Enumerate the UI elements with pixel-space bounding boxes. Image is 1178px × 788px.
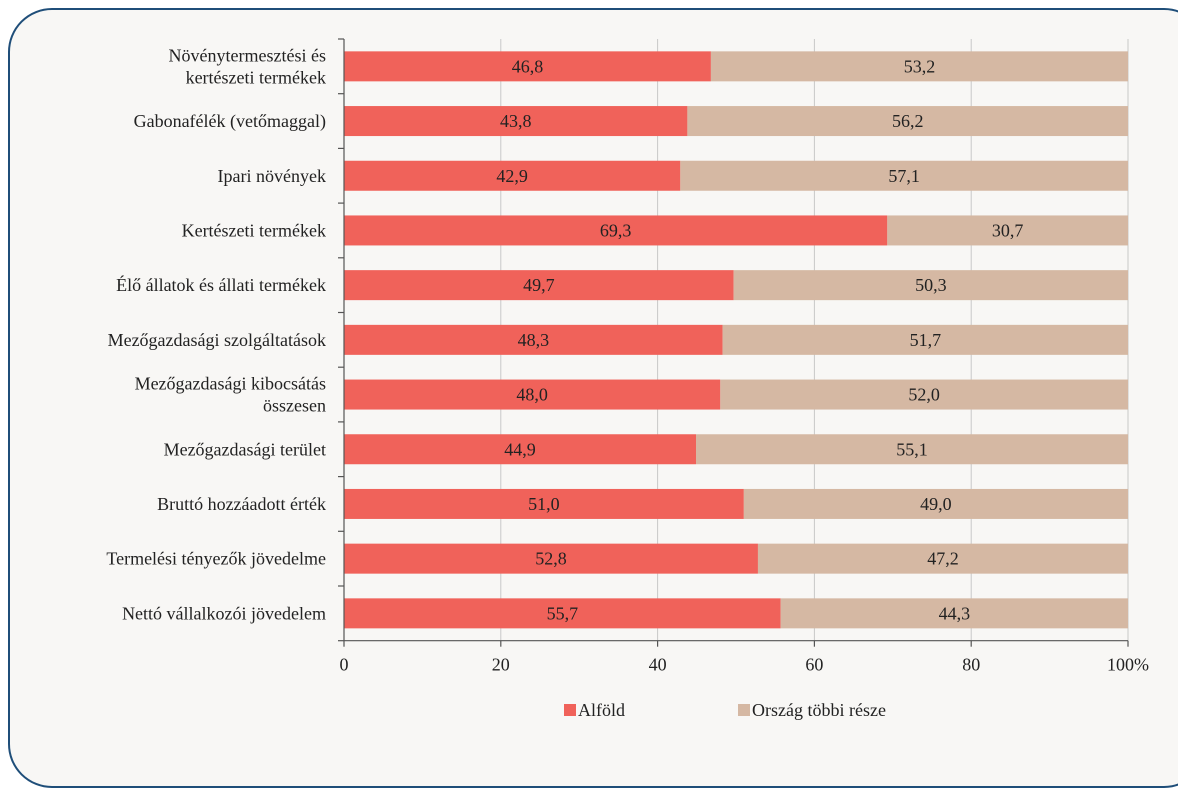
data-label: 51,0 <box>528 494 560 514</box>
data-label: 69,3 <box>600 220 632 240</box>
data-label: 48,0 <box>516 385 548 405</box>
bar-orszag-tobbi-resze <box>757 543 1128 574</box>
bar-alfold <box>344 488 744 519</box>
category-label: Bruttó hozzáadott érték <box>157 494 326 514</box>
data-label: 46,8 <box>512 56 544 76</box>
legend-orszag-tobbi-resze-label: Ország többi része <box>752 700 886 720</box>
bar-alfold <box>344 324 723 355</box>
bar-alfold <box>344 51 711 82</box>
data-label: 51,7 <box>910 330 942 350</box>
category-label: Élő állatok és állati termékek <box>116 274 326 295</box>
category-label: Mezőgazdasági terület <box>164 439 326 459</box>
category-label: kertészeti termékek <box>186 67 326 87</box>
data-label: 43,8 <box>500 111 532 131</box>
data-label: 57,1 <box>888 166 920 186</box>
data-label: 48,3 <box>518 330 550 350</box>
bar-orszag-tobbi-resze <box>680 160 1128 191</box>
x-tick-label: 40 <box>649 655 667 675</box>
data-label: 55,7 <box>547 603 579 623</box>
data-label: 49,0 <box>920 494 952 514</box>
category-label: Ipari növények <box>218 166 326 186</box>
x-tick-label: 0 <box>340 655 349 675</box>
category-label: összesen <box>263 396 326 416</box>
legend-alfold-swatch <box>564 704 576 716</box>
bar-orszag-tobbi-resze <box>743 488 1128 519</box>
data-label: 52,0 <box>908 385 940 405</box>
data-label: 55,1 <box>896 439 928 459</box>
bar-orszag-tobbi-resze <box>696 434 1128 465</box>
category-label: Növénytermesztési és <box>169 45 326 65</box>
data-label: 47,2 <box>927 549 959 569</box>
data-label: 49,7 <box>523 275 555 295</box>
x-tick-label: 100% <box>1107 655 1149 675</box>
bar-alfold <box>344 106 688 137</box>
bar-alfold <box>344 215 888 246</box>
data-label: 50,3 <box>915 275 947 295</box>
bar-orszag-tobbi-resze <box>733 270 1128 301</box>
data-label: 53,2 <box>904 56 936 76</box>
category-label: Gabonafélék (vetőmaggal) <box>134 111 326 132</box>
bar-alfold <box>344 598 781 629</box>
category-label: Termelési tényezők jövedelme <box>106 549 326 569</box>
bar-alfold <box>344 379 721 410</box>
bar-alfold <box>344 543 758 574</box>
data-label: 52,8 <box>535 549 567 569</box>
bar-orszag-tobbi-resze <box>780 598 1128 629</box>
category-label: Nettó vállalkozói jövedelem <box>122 603 326 623</box>
data-label: 44,3 <box>939 603 971 623</box>
bar-orszag-tobbi-resze <box>710 51 1128 82</box>
legend-alfold-label: Alföld <box>578 700 625 720</box>
category-label: Mezőgazdasági kibocsátás <box>135 374 326 394</box>
bar-orszag-tobbi-resze <box>722 324 1128 355</box>
bar-orszag-tobbi-resze <box>687 106 1128 137</box>
x-tick-label: 80 <box>962 655 980 675</box>
bar-orszag-tobbi-resze <box>887 215 1128 246</box>
x-tick-label: 20 <box>492 655 510 675</box>
data-label: 56,2 <box>892 111 924 131</box>
bar-alfold <box>344 160 681 191</box>
bar-alfold <box>344 434 697 465</box>
bar-alfold <box>344 270 734 301</box>
category-label: Kertészeti termékek <box>182 220 326 240</box>
category-label: Mezőgazdasági szolgáltatások <box>108 330 326 350</box>
legend-orszag-tobbi-resze-swatch <box>738 704 750 716</box>
data-label: 44,9 <box>504 439 536 459</box>
data-label: 30,7 <box>992 220 1024 240</box>
data-label: 42,9 <box>496 166 528 186</box>
bar-orszag-tobbi-resze <box>720 379 1128 410</box>
x-tick-label: 60 <box>805 655 823 675</box>
